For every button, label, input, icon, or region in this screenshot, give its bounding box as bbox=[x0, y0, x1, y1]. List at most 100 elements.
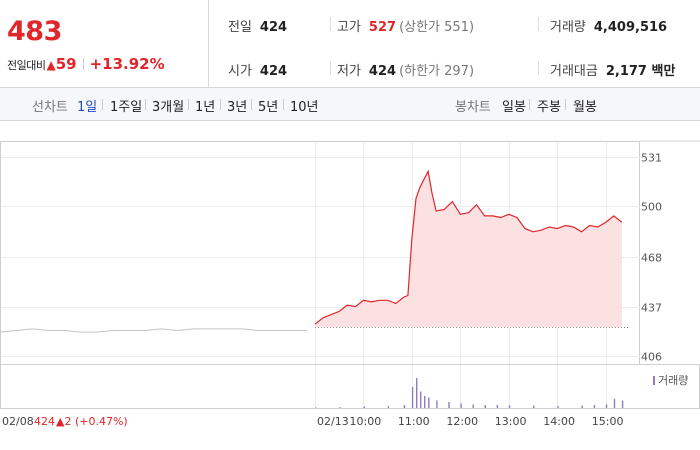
volume-bar bbox=[428, 397, 430, 408]
prev-day-change: ▲2 (+0.47%) bbox=[56, 415, 128, 428]
volume-bar bbox=[387, 406, 390, 408]
x-tick-label: 10:00 bbox=[350, 415, 382, 428]
x-tick-label: 02/13 bbox=[317, 415, 349, 428]
volume-bar bbox=[436, 400, 438, 408]
volume-bar bbox=[605, 404, 608, 408]
volume-bar bbox=[315, 407, 317, 408]
volume-bar bbox=[339, 407, 341, 408]
high-value: 527 bbox=[368, 20, 397, 35]
volume-bar bbox=[613, 399, 616, 408]
volume-bar bbox=[460, 403, 462, 408]
volume-bar bbox=[621, 400, 624, 408]
price-chart: 531 500 468 437 406 거래량 02/08 02/13 10:00 11:00 12… bbox=[0, 121, 700, 450]
volume-label: 거래량 bbox=[550, 20, 586, 35]
high-label: 고가 bbox=[337, 20, 361, 35]
candle-chart-label: 봉차트 bbox=[455, 100, 491, 115]
low-value: 424 bbox=[368, 64, 397, 79]
low-label: 저가 bbox=[337, 64, 361, 79]
prev-close-cell: 전일 424 bbox=[228, 16, 287, 35]
high-cell: 고가 527 (상한가 551) bbox=[337, 16, 474, 35]
period-divider bbox=[283, 99, 284, 110]
period-tab-1y[interactable]: 1년 bbox=[195, 100, 216, 115]
today-area-fill bbox=[315, 171, 622, 328]
period-divider bbox=[102, 99, 103, 110]
change-divider bbox=[82, 58, 84, 70]
change-row: 전일대비▲59 +13.92% bbox=[7, 54, 165, 73]
quote-divider bbox=[538, 61, 539, 75]
trade-value-cell: 거래대금 2,177 백만 bbox=[550, 60, 675, 79]
upper-limit: (상한가 551) bbox=[399, 20, 475, 35]
y-tick-label: 500 bbox=[641, 201, 662, 214]
volume-plot-frame bbox=[0, 364, 700, 409]
volume-bar bbox=[363, 406, 365, 408]
low-cell: 저가 424 (하한가 297) bbox=[337, 60, 474, 79]
open-label: 시가 bbox=[228, 64, 252, 79]
y-tick-label: 406 bbox=[641, 351, 662, 364]
quote-divider bbox=[538, 17, 539, 31]
volume-bar bbox=[472, 404, 474, 408]
today-price-line bbox=[314, 169, 623, 325]
trade-value-value: 2,177 백만 bbox=[605, 64, 676, 79]
period-tab-3m[interactable]: 3개월 bbox=[152, 100, 185, 115]
period-divider bbox=[565, 99, 566, 110]
period-tab-1w[interactable]: 1주일 bbox=[110, 100, 143, 115]
period-divider bbox=[145, 99, 146, 110]
volume-bar bbox=[581, 405, 583, 408]
x-tick-label: 15:00 bbox=[592, 415, 624, 428]
volume-bar bbox=[416, 378, 418, 408]
candle-tab-monthly[interactable]: 월봉 bbox=[573, 100, 597, 115]
current-price: 483 bbox=[7, 16, 62, 47]
volume-bar bbox=[533, 405, 535, 408]
period-tab-10y[interactable]: 10년 bbox=[290, 100, 319, 115]
x-tick-label: 11:00 bbox=[398, 415, 430, 428]
volume-bar bbox=[420, 391, 422, 408]
y-tick-label: 468 bbox=[641, 252, 662, 265]
chart-toolbar: 선차트 1일 1주일 3개월 1년 3년 5년 10년 봉차트 일봉 주봉 월봉 bbox=[0, 88, 700, 121]
period-tab-5y[interactable]: 5년 bbox=[258, 100, 279, 115]
period-tab-1d[interactable]: 1일 bbox=[77, 100, 98, 115]
volume-bar bbox=[424, 396, 426, 408]
quote-divider bbox=[330, 17, 331, 31]
candle-tab-daily[interactable]: 일봉 bbox=[502, 100, 526, 115]
x-tick-label: 02/08 bbox=[2, 415, 34, 428]
volume-value: 4,409,516 bbox=[593, 20, 668, 35]
open-value: 424 bbox=[259, 64, 288, 79]
period-divider bbox=[220, 99, 221, 110]
change-percent: +13.92% bbox=[89, 55, 165, 73]
trade-value-label: 거래대금 bbox=[550, 64, 598, 79]
prev-day-price: 424 bbox=[34, 415, 55, 428]
x-tick-label: 13:00 bbox=[495, 415, 527, 428]
price-box: 483 전일대비▲59 +13.92% bbox=[0, 0, 209, 88]
x-tick-label: 14:00 bbox=[543, 415, 575, 428]
volume-legend-swatch bbox=[653, 376, 655, 385]
period-tab-3y[interactable]: 3년 bbox=[227, 100, 248, 115]
volume-legend-label: 거래량 bbox=[658, 374, 688, 387]
x-tick-label: 12:00 bbox=[446, 415, 478, 428]
prev-day-line bbox=[0, 328, 307, 333]
volume-bar bbox=[593, 405, 596, 408]
open-cell: 시가 424 bbox=[228, 60, 287, 79]
line-chart-label: 선차트 bbox=[32, 100, 68, 115]
prev-close-label: 전일 bbox=[228, 20, 252, 35]
lower-limit: (하한가 297) bbox=[399, 64, 475, 79]
chart-canvas: 531 500 468 437 406 거래량 02/08 02/13 10:00 11:00 12… bbox=[0, 140, 700, 428]
volume-bar bbox=[508, 405, 511, 408]
up-arrow-icon: ▲ bbox=[46, 58, 56, 72]
period-divider bbox=[529, 99, 530, 110]
quote-header: 483 전일대비▲59 +13.92% 전일 424 고가 527 (상한가 551) … bbox=[0, 0, 700, 88]
volume-bar bbox=[448, 402, 450, 408]
y-tick-label: 437 bbox=[641, 302, 662, 315]
volume-bar bbox=[484, 405, 486, 408]
prev-close-value: 424 bbox=[259, 20, 288, 35]
change-amount: 59 bbox=[55, 55, 77, 73]
volume-bar bbox=[403, 405, 406, 408]
change-label: 전일대비 bbox=[7, 59, 46, 72]
volume-bar bbox=[496, 405, 499, 408]
volume-bar bbox=[411, 387, 414, 408]
quote-divider bbox=[330, 61, 331, 75]
candle-tab-weekly[interactable]: 주봉 bbox=[537, 100, 561, 115]
y-tick-label: 531 bbox=[641, 152, 662, 165]
volume-cell: 거래량 4,409,516 bbox=[550, 16, 667, 35]
period-divider bbox=[188, 99, 189, 110]
volume-bar bbox=[557, 405, 559, 408]
